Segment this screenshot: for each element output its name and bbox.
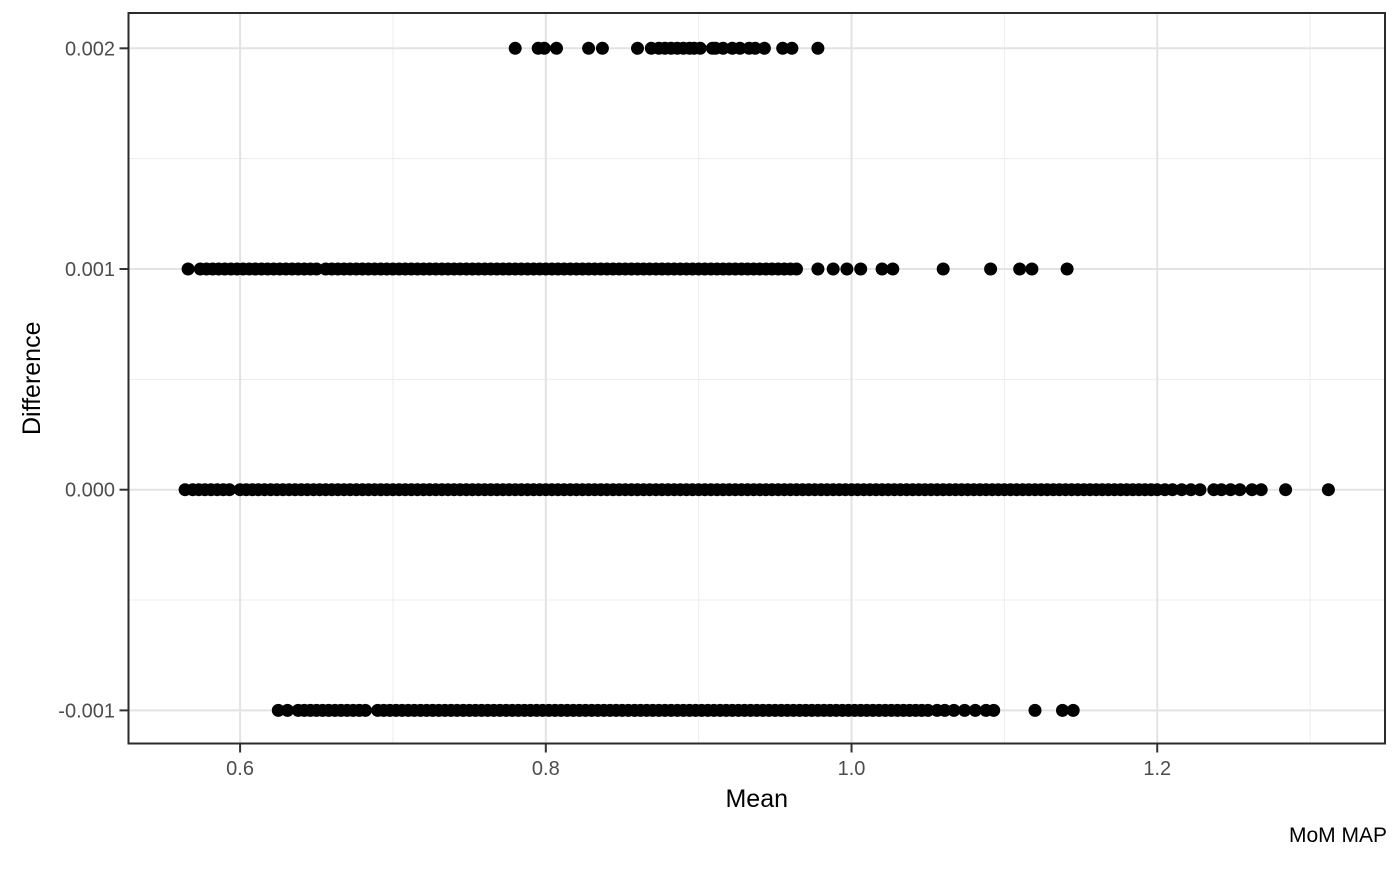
x-tick-label: 1.2 (1143, 758, 1171, 780)
data-point (776, 41, 790, 55)
data-point (222, 483, 236, 497)
data-point (178, 483, 192, 497)
data-point (785, 41, 799, 55)
plot-caption: MoM MAP (1289, 824, 1387, 847)
data-point (1214, 483, 1228, 497)
data-point (631, 41, 644, 55)
data-point (271, 703, 285, 717)
data-point (281, 703, 294, 717)
data-point (537, 41, 551, 55)
data-point (790, 262, 803, 276)
x-axis-tick-labels: 0.6 0.8 1.0 1.2 (226, 758, 1171, 780)
data-point (582, 41, 596, 55)
data-point (968, 703, 982, 717)
data-point (1025, 262, 1039, 276)
data-point (1233, 483, 1247, 497)
data-point (1193, 483, 1207, 497)
data-point (1066, 703, 1080, 717)
data-point (1013, 262, 1027, 276)
data-point (958, 703, 972, 717)
data-point (508, 41, 522, 55)
y-axis-tick-labels: -0.001 0.000 0.001 0.002 (58, 38, 115, 722)
data-points (178, 41, 1335, 717)
data-point (947, 703, 961, 717)
data-point (840, 262, 854, 276)
data-point (1224, 483, 1238, 497)
data-point (1060, 262, 1074, 276)
data-point (1056, 703, 1069, 717)
data-point (826, 262, 840, 276)
axis-tick-marks (119, 47, 1159, 753)
data-point (811, 41, 825, 55)
data-point (811, 262, 825, 276)
data-point (716, 41, 730, 55)
x-tick-label: 0.6 (226, 758, 254, 780)
data-point (921, 703, 935, 717)
data-point (886, 262, 900, 276)
y-axis-title: Difference (18, 322, 46, 436)
data-point (748, 41, 762, 55)
data-point (595, 41, 609, 55)
x-tick-label: 0.8 (532, 758, 560, 780)
data-point (1175, 483, 1189, 497)
data-point (733, 41, 747, 55)
panel-border (127, 12, 1386, 745)
data-point (938, 703, 952, 717)
grid-major-lines (128, 13, 1385, 744)
data-point (875, 262, 889, 276)
y-tick-label: 0.002 (65, 38, 115, 60)
data-point (181, 262, 195, 276)
data-point (936, 262, 950, 276)
data-point (1245, 483, 1259, 497)
data-point (358, 703, 372, 717)
data-point (1321, 483, 1335, 497)
data-point (987, 703, 1001, 717)
data-point (984, 262, 998, 276)
data-point (693, 41, 707, 55)
data-point (854, 262, 868, 276)
data-point (1279, 483, 1293, 497)
y-tick-label: 0.001 (65, 259, 115, 281)
data-point (1184, 483, 1198, 497)
data-point (1028, 703, 1042, 717)
data-point (757, 41, 771, 55)
data-point (550, 41, 563, 55)
x-axis-title: Mean (725, 785, 788, 813)
grid-minor-lines (128, 13, 1385, 744)
y-tick-label: 0.000 (65, 480, 115, 502)
data-point (1254, 483, 1268, 497)
data-point (1166, 483, 1179, 497)
data-point (310, 262, 323, 276)
x-tick-label: 1.0 (838, 758, 866, 780)
y-tick-label: -0.001 (58, 700, 115, 722)
